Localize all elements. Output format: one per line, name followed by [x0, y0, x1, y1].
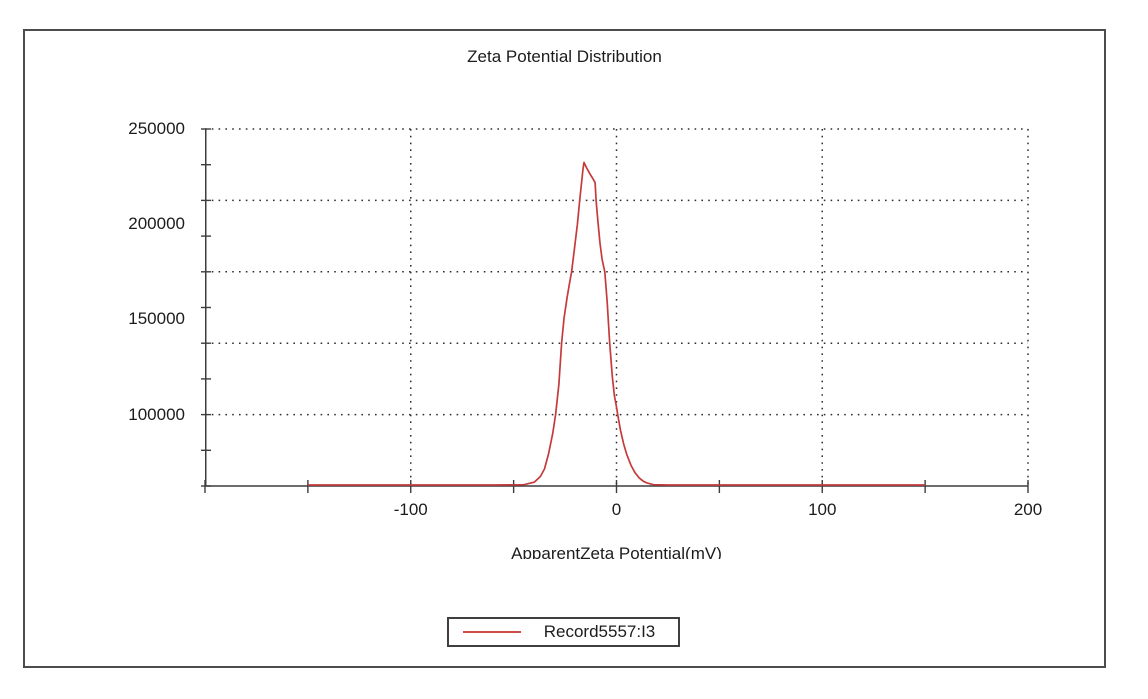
x-tick-label: 100 [808, 500, 837, 519]
y-tick-label: 200000 [128, 214, 185, 234]
x-tick-label: 200 [1013, 500, 1043, 519]
legend-label: Record5557:I3 [543, 622, 656, 641]
chart-title: Zeta Potential Distribution [467, 47, 662, 66]
x-tick-label: -100 [393, 500, 428, 519]
y-tick-label: 150000 [128, 309, 185, 329]
x-tick-label: 0 [611, 500, 622, 519]
distribution-curve [307, 161, 926, 486]
x-axis-labels: -100 0 100 200 [205, 486, 1042, 526]
chart-canvas [201, 128, 1029, 493]
plot-area [201, 128, 1029, 493]
legend-box: Record5557:I3 [447, 617, 680, 647]
y-axis-labels: 250000 200000 150000 100000 [25, 120, 195, 486]
legend-line-sample [463, 631, 521, 633]
x-axis-title: ApparentZeta Potential(mV) [511, 544, 722, 559]
y-tick-label: 250000 [128, 119, 185, 138]
chart-frame: Zeta Potential Distribution 250000 200000… [23, 29, 1106, 668]
x-axis-title-clip: ApparentZeta Potential(mV) [205, 544, 1028, 559]
y-tick-label: 100000 [128, 404, 185, 424]
